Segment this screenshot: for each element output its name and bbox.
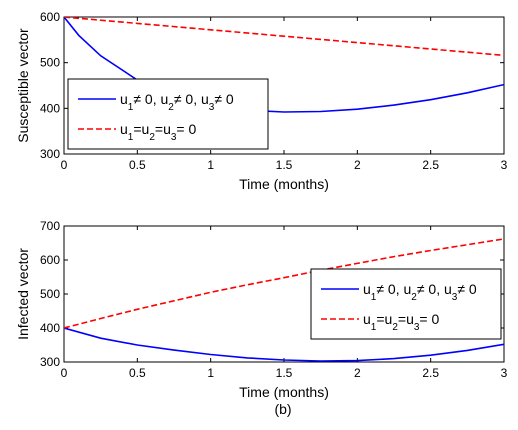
x-tick-label: 1.5: [276, 366, 293, 380]
chart-panel-2: 0 0.5 1 1.5 2 2.5 3 300 400 500 600 700 Time (months…: [15, 219, 508, 400]
legend-entry: u1=u2=u3= 0: [120, 121, 196, 143]
x-tick-label: 3: [501, 158, 508, 172]
legend-text: ≠ 0, u: [376, 281, 411, 297]
legend-entry: u1≠ 0, u2≠ 0, u3≠ 0: [363, 281, 477, 303]
legend-subscript: 3: [452, 292, 458, 303]
legend-text: ≠ 0, u: [133, 91, 168, 107]
x-axis-label: Time (months): [239, 384, 329, 400]
legend-subscript: 2: [149, 132, 155, 143]
x-axis-label: Time (months): [239, 176, 329, 192]
x-tick-label: 0.5: [129, 366, 146, 380]
legend-text: u: [120, 121, 128, 137]
y-tick-label: 400: [40, 321, 60, 335]
legend-text: ≠ 0: [457, 281, 477, 297]
x-tick-label: 0: [61, 158, 68, 172]
legend-text: u: [120, 91, 128, 107]
legend: u1≠ 0, u2≠ 0, u3≠ 0u1=u2=u3= 0: [67, 78, 269, 150]
legend-subscript: 1: [128, 102, 134, 113]
legend-text: =u: [155, 121, 171, 137]
legend-text: ≠ 0, u: [174, 91, 209, 107]
legend-subscript: 3: [171, 132, 177, 143]
legend-text: ≠ 0, u: [417, 281, 452, 297]
x-tick-label: 2: [354, 158, 361, 172]
legend-text: u: [363, 281, 371, 297]
legend-text: =u: [133, 121, 149, 137]
x-tick-label: 2.5: [422, 158, 439, 172]
figure-caption: (b): [274, 401, 291, 417]
legend-subscript: 2: [411, 292, 417, 303]
legend-text: u: [363, 311, 371, 327]
legend-text: = 0: [419, 311, 439, 327]
x-tick-label: 2.5: [422, 366, 439, 380]
legend-subscript: 1: [371, 292, 377, 303]
legend-box: [310, 268, 502, 340]
series-line-2: [64, 238, 504, 329]
legend-subscript: 2: [392, 322, 398, 333]
chart-panel-1: 0 0.5 1 1.5 2 2.5 3 300 400 500 600 Time (months) Su…: [15, 10, 508, 192]
x-tick-label: 1: [207, 366, 214, 380]
x-tick-label: 2: [354, 366, 361, 380]
x-tick-label: 1.5: [276, 158, 293, 172]
x-tick-label: 0.5: [129, 158, 146, 172]
legend-subscript: 3: [414, 322, 420, 333]
legend-text: = 0: [176, 121, 196, 137]
legend-box: [67, 78, 269, 150]
legend-subscript: 3: [209, 102, 215, 113]
legend-entry: u1≠ 0, u2≠ 0, u3≠ 0: [120, 91, 234, 113]
legend-text: =u: [398, 311, 414, 327]
legend-subscript: 2: [168, 102, 174, 113]
y-tick-label: 300: [40, 355, 60, 369]
legend-text: ≠ 0: [214, 91, 234, 107]
y-tick-label: 500: [40, 56, 60, 70]
x-tick-label: 1: [207, 158, 214, 172]
y-tick-label: 500: [40, 287, 60, 301]
x-tick-label: 0: [61, 366, 68, 380]
x-tick-label: 3: [501, 366, 508, 380]
y-axis-label: Susceptible vector: [15, 28, 31, 143]
legend-entry: u1=u2=u3= 0: [363, 311, 439, 333]
legend-text: =u: [376, 311, 392, 327]
legend: u1≠ 0, u2≠ 0, u3≠ 0u1=u2=u3= 0: [310, 268, 502, 340]
y-tick-label: 600: [40, 10, 60, 24]
y-axis-label: Infected vector: [15, 248, 31, 340]
legend-subscript: 1: [371, 322, 377, 333]
series-line-2: [64, 17, 504, 57]
y-tick-label: 400: [40, 101, 60, 115]
legend-subscript: 1: [128, 132, 134, 143]
y-tick-label: 600: [40, 253, 60, 267]
y-tick-label: 300: [40, 147, 60, 161]
series-line-1: [64, 327, 504, 362]
y-tick-label: 700: [40, 219, 60, 233]
